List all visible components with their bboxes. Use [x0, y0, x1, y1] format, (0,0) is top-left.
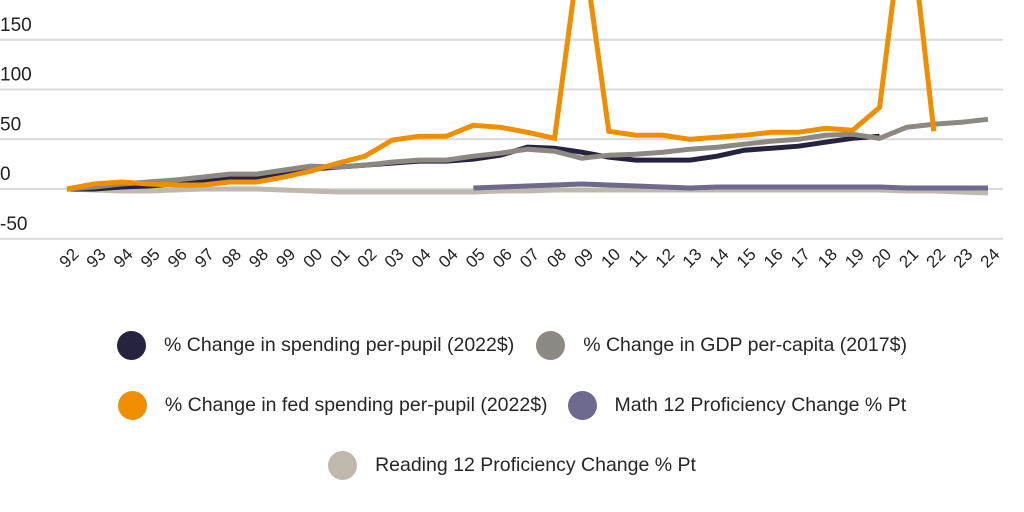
x-tick-label: 01 — [327, 245, 354, 272]
x-tick-label: 22 — [923, 245, 950, 272]
x-tick-label: 92 — [56, 245, 83, 272]
x-axis-ticks: 92 93 94 95 96 97 98 98 99 00 01 02 03 04 04 05 06 07 08 09… — [56, 245, 1004, 272]
y-tick-label: 100 — [0, 65, 32, 86]
legend-dot-icon — [117, 391, 147, 420]
x-tick-label: 02 — [354, 245, 381, 272]
x-tick-label: 04 — [435, 245, 462, 272]
legend-dot-icon — [328, 451, 358, 480]
x-tick-label: 95 — [137, 245, 164, 272]
legend-row-3: Reading 12 Proficiency Change % Pt — [0, 451, 1024, 480]
y-tick-label: 50 — [0, 114, 21, 135]
x-tick-label: 07 — [516, 245, 543, 272]
legend-item-reading-12-proficiency[interactable]: Reading 12 Proficiency Change % Pt — [328, 451, 696, 480]
y-tick-label: 0 — [0, 164, 11, 185]
legend-label: % Change in fed spending per-pupil (2022… — [164, 394, 548, 416]
series-line — [66, 186, 989, 196]
legend-label: % Change in spending per-pupil (2022$) — [164, 334, 515, 356]
x-tick-label: 06 — [489, 245, 516, 272]
x-tick-label: 98 — [245, 245, 272, 272]
legend-label: Math 12 Proficiency Change % Pt — [614, 394, 907, 416]
legend-dot-icon — [536, 331, 566, 360]
series-line — [473, 181, 988, 191]
x-tick-label: 96 — [164, 245, 191, 272]
x-tick-label: 09 — [570, 245, 597, 272]
legend-item-fed-spending-per-pupil[interactable]: % Change in fed spending per-pupil (2022… — [117, 391, 548, 420]
x-tick-label: 97 — [191, 245, 218, 272]
x-tick-label: 94 — [110, 245, 137, 272]
x-tick-label: 08 — [543, 245, 570, 272]
y-tick-label: -50 — [0, 214, 27, 235]
legend-dot-icon — [117, 331, 147, 360]
x-tick-label: 00 — [299, 245, 326, 272]
x-tick-label: 04 — [408, 245, 435, 272]
legend-row-1: % Change in spending per-pupil (2022$) %… — [0, 331, 1024, 360]
x-tick-label: 13 — [679, 245, 706, 272]
legend-dot-icon — [567, 391, 597, 420]
x-tick-label: 10 — [597, 245, 624, 272]
legend-item-gdp-per-capita[interactable]: % Change in GDP per-capita (2017$) — [536, 331, 907, 360]
x-tick-label: 19 — [841, 245, 868, 272]
y-axis-ticks: 150 100 50 0 -50 — [0, 15, 32, 235]
legend-label: Reading 12 Proficiency Change % Pt — [375, 454, 696, 476]
x-tick-label: 21 — [895, 245, 922, 272]
x-tick-label: 24 — [977, 245, 1004, 272]
series-line — [67, 133, 880, 192]
x-tick-label: 20 — [868, 245, 895, 272]
x-tick-label: 14 — [706, 245, 733, 272]
legend-item-math-12-proficiency[interactable]: Math 12 Proficiency Change % Pt — [567, 391, 907, 420]
x-tick-label: 23 — [950, 245, 977, 272]
x-tick-label: 17 — [787, 245, 814, 272]
x-tick-label: 18 — [814, 245, 841, 272]
series-line — [66, 0, 937, 192]
x-tick-label: 99 — [272, 245, 299, 272]
x-tick-label: 93 — [83, 245, 110, 272]
legend-label: % Change in GDP per-capita (2017$) — [583, 334, 907, 356]
x-tick-label: 11 — [625, 245, 651, 271]
x-tick-label: 16 — [760, 245, 787, 272]
x-tick-label: 03 — [381, 245, 408, 272]
legend-row-2: % Change in fed spending per-pupil (2022… — [0, 391, 1024, 420]
legend-item-spending-per-pupil[interactable]: % Change in spending per-pupil (2022$) — [117, 331, 514, 360]
x-tick-label: 98 — [218, 245, 245, 272]
x-tick-label: 15 — [733, 245, 760, 272]
y-tick-label: 150 — [0, 15, 32, 36]
series-line — [66, 116, 989, 192]
x-tick-label: 05 — [462, 245, 489, 272]
series-lines — [66, 0, 989, 196]
x-tick-label: 12 — [652, 245, 679, 272]
